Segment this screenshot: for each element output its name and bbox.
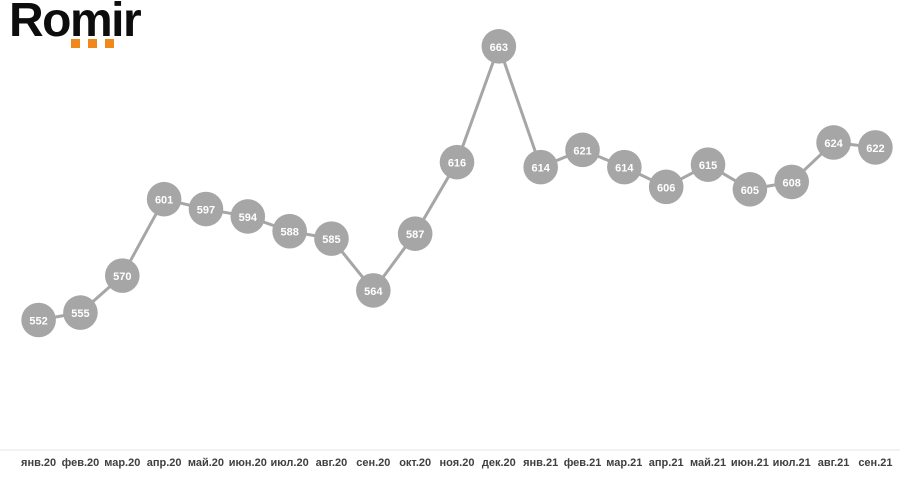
svg-text:янв.21: янв.21 xyxy=(523,457,558,469)
svg-text:апр.20: апр.20 xyxy=(147,457,182,469)
svg-text:дек.20: дек.20 xyxy=(482,457,516,469)
svg-text:597: 597 xyxy=(197,205,215,217)
svg-text:фев.21: фев.21 xyxy=(564,457,602,469)
svg-text:мар.21: мар.21 xyxy=(606,457,642,469)
svg-text:552: 552 xyxy=(29,316,47,328)
svg-text:июн.21: июн.21 xyxy=(731,457,769,469)
svg-text:май.21: май.21 xyxy=(690,457,726,469)
svg-text:615: 615 xyxy=(699,160,717,172)
svg-text:608: 608 xyxy=(783,177,801,189)
svg-text:622: 622 xyxy=(866,143,884,155)
svg-text:июл.21: июл.21 xyxy=(773,457,811,469)
svg-text:587: 587 xyxy=(406,229,424,241)
svg-text:606: 606 xyxy=(657,182,675,194)
svg-text:594: 594 xyxy=(239,212,258,224)
svg-text:янв.20: янв.20 xyxy=(21,457,56,469)
svg-text:сен.21: сен.21 xyxy=(858,457,892,469)
svg-text:570: 570 xyxy=(113,271,131,283)
svg-text:564: 564 xyxy=(364,286,383,298)
svg-text:624: 624 xyxy=(824,138,843,150)
svg-text:май.20: май.20 xyxy=(188,457,224,469)
svg-text:614: 614 xyxy=(532,163,551,175)
svg-text:мар.20: мар.20 xyxy=(104,457,140,469)
svg-text:авг.20: авг.20 xyxy=(316,457,348,469)
svg-text:616: 616 xyxy=(448,158,466,170)
svg-text:663: 663 xyxy=(490,42,508,54)
svg-text:июл.20: июл.20 xyxy=(271,457,309,469)
svg-text:614: 614 xyxy=(615,163,634,175)
svg-text:июн.20: июн.20 xyxy=(229,457,267,469)
svg-text:фев.20: фев.20 xyxy=(62,457,100,469)
svg-text:621: 621 xyxy=(573,145,591,157)
svg-text:сен.20: сен.20 xyxy=(356,457,390,469)
svg-text:588: 588 xyxy=(280,227,298,239)
svg-text:авг.21: авг.21 xyxy=(818,457,850,469)
svg-text:окт.20: окт.20 xyxy=(399,457,431,469)
svg-text:555: 555 xyxy=(71,308,89,320)
svg-text:ноя.20: ноя.20 xyxy=(440,457,475,469)
svg-text:601: 601 xyxy=(155,195,173,207)
svg-text:585: 585 xyxy=(322,234,340,246)
svg-text:апр.21: апр.21 xyxy=(649,457,684,469)
svg-text:605: 605 xyxy=(741,185,759,197)
